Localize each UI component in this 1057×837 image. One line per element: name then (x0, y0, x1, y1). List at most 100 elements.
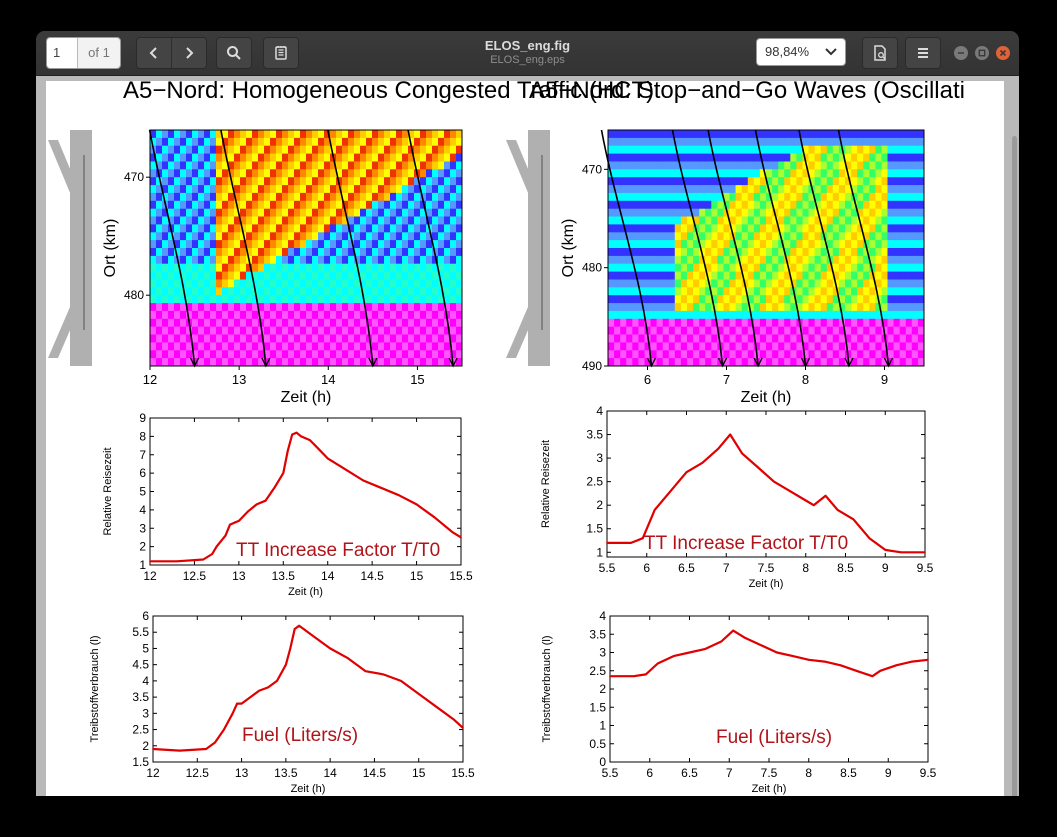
heatmap-cell (820, 153, 828, 162)
heatmap-cell (674, 224, 682, 233)
heatmap-cell (276, 287, 283, 296)
data-point (609, 675, 611, 678)
heatmap-cell (674, 279, 682, 288)
heatmap-cell (174, 326, 181, 335)
heatmap-cell (614, 255, 621, 265)
heatmap-cell (402, 192, 409, 202)
heatmap-cell (198, 334, 205, 343)
heatmap-cell (426, 161, 433, 170)
heatmap-cell (838, 342, 846, 351)
search-button[interactable] (217, 38, 251, 68)
heatmap-cell (608, 137, 615, 147)
heatmap-cell (396, 177, 403, 186)
heatmap-cell (766, 240, 773, 249)
heatmap-cell (784, 318, 791, 328)
heatmap-cell (869, 279, 876, 288)
heatmap-cell (674, 248, 682, 257)
heatmap-cell (869, 358, 876, 367)
heatmap-cell (662, 161, 670, 170)
heatmap-cell (826, 248, 834, 257)
heatmap-cell (784, 216, 791, 225)
y-tick-label: 6 (139, 466, 146, 480)
heatmap-cell (252, 145, 259, 154)
heatmap-cell (869, 161, 876, 170)
heatmap-cell (276, 255, 283, 265)
heatmap-cell (699, 255, 706, 265)
heatmap-cell (863, 153, 870, 162)
y-tick-label: 2 (599, 682, 606, 696)
heatmap-cell (784, 153, 791, 162)
heatmap-cell (318, 310, 325, 320)
heatmap-cell (668, 177, 676, 186)
heatmap-cell (729, 200, 736, 210)
document-page: 12 12.5 13 13.5 14 14.5 15 15.5 1 2 3 4 5 6 7 8 9 Zeit (h… (46, 81, 1004, 796)
heatmap-cell (252, 224, 259, 233)
zoom-select[interactable]: 98,84% (756, 38, 846, 66)
heatmap-cell (608, 271, 615, 280)
heatmap-cell (252, 271, 259, 280)
page-number-input[interactable]: 1 (47, 38, 77, 68)
data-point (812, 504, 815, 507)
heatmap-cell (693, 232, 700, 241)
heatmap-cell (438, 255, 445, 265)
vertical-scrollbar[interactable] (1012, 136, 1017, 796)
page-navigator[interactable]: 1 of 1 (46, 37, 121, 69)
heatmap-cell (438, 271, 445, 280)
heatmap-cell (614, 216, 621, 225)
heatmap-cell (759, 326, 767, 335)
heatmap-cell (258, 334, 265, 343)
heatmap-cell (723, 350, 730, 359)
heatmap-cell (662, 224, 670, 233)
heatmap-cell (408, 192, 415, 202)
heatmap-cell (186, 342, 193, 351)
close-button[interactable] (996, 46, 1010, 60)
annotations-button[interactable] (264, 38, 298, 68)
heatmap-cell (820, 318, 828, 328)
page-nav-buttons (136, 37, 207, 69)
document-view[interactable]: 12 12.5 13 13.5 14 14.5 15 15.5 1 2 3 4 5 6 7 8 9 Zeit (h… (36, 76, 1019, 796)
heatmap-cell (759, 279, 767, 288)
minimize-button[interactable] (954, 46, 968, 60)
heatmap-cell (408, 334, 415, 343)
heatmap-cell (656, 224, 664, 233)
heatmap-cell (747, 192, 755, 202)
heatmap-cell (863, 232, 870, 241)
heatmap-cell (620, 200, 627, 210)
heatmap-cell (450, 145, 457, 154)
heatmap-cell (668, 358, 676, 367)
main-menu-button[interactable] (906, 38, 940, 68)
heatmap-cell (402, 232, 409, 241)
heatmap-cell (378, 161, 385, 170)
heatmap-cell (680, 326, 688, 335)
heatmap-cell (845, 153, 852, 162)
heatmap-cell (378, 216, 385, 225)
heatmap-cell (264, 350, 271, 359)
heatmap-cell (802, 216, 809, 225)
heatmap-cell (820, 177, 828, 186)
heatmap-cell (656, 310, 664, 320)
heatmap-cell (378, 200, 385, 210)
heatmap-cell (420, 310, 427, 320)
heatmap-cell (312, 161, 319, 170)
previous-page-button[interactable] (137, 38, 171, 68)
heatmap-cell (608, 334, 615, 343)
heatmap-cell (162, 216, 169, 225)
heatmap-cell (656, 350, 664, 359)
heatmap-cell (354, 137, 361, 147)
heatmap-cell (832, 334, 840, 343)
heatmap-cell (753, 169, 761, 178)
heatmap-cell (282, 350, 289, 359)
heatmap-cell (222, 240, 229, 249)
maximize-button[interactable] (975, 46, 989, 60)
x-tick-label: 14.5 (360, 569, 384, 583)
heatmap-cell (348, 310, 355, 320)
next-page-button[interactable] (171, 38, 206, 68)
heatmap-cell (390, 318, 397, 328)
heatmap-cell (192, 240, 199, 249)
document-properties-button[interactable] (863, 38, 897, 68)
data-point (224, 534, 227, 537)
heatmap-cell (729, 303, 736, 312)
heatmap-cell (432, 232, 439, 241)
heatmap-cell (857, 279, 864, 288)
heatmap-cell (306, 130, 313, 139)
